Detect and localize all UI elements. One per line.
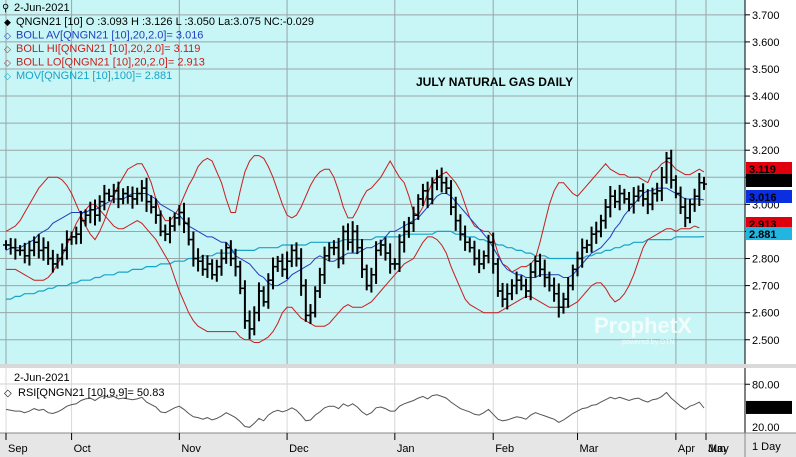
month-label: Dec <box>289 443 309 455</box>
indicator-lines <box>5 155 705 343</box>
bollinger-upper-line <box>5 155 705 273</box>
price-plot-area[interactable] <box>0 0 745 364</box>
price-tag: 3.016 <box>746 190 792 204</box>
legend-marker: ◇ <box>4 32 11 42</box>
legend-entry: BOLL AV[QNGN21 [10],20,2.0]= 3.016 <box>16 30 203 42</box>
watermark-sub: powered by DTN <box>622 339 675 346</box>
price-grid <box>0 0 745 364</box>
month-label: Oct <box>74 443 91 455</box>
legend-entry: QNGN21 [10] O :3.093 H :3.126 L :3.050 L… <box>16 16 314 28</box>
rsi-legend: RSI[QNGN21 [10],9,9]= 50.83 <box>18 387 164 399</box>
rsi-line <box>5 391 705 428</box>
price-tag: 3.075 <box>746 174 792 188</box>
price-tick-label: 3.700 <box>752 10 780 22</box>
price-tick-label: 2.600 <box>752 308 780 320</box>
price-tick-label: 2.700 <box>752 281 780 293</box>
rsi-value-tag: 50.83 <box>746 400 792 415</box>
price-tag-label: 2.881 <box>749 229 777 241</box>
moving-average-line <box>6 230 705 300</box>
price-tick-label: 2.800 <box>752 254 780 266</box>
month-label: Feb <box>495 443 514 455</box>
price-bar <box>701 176 707 190</box>
month-label: Nov <box>181 443 201 455</box>
period-label[interactable]: 1 Day <box>752 441 781 453</box>
rsi-tick-label: 80.00 <box>752 379 780 391</box>
rsi-tick-label: 20.00 <box>752 422 780 434</box>
legend-marker: ◇ <box>4 72 11 82</box>
price-legend: ⚲ 2-Jun-2021 ◆ QNGN21 [10] O :3.093 H :3.… <box>2 2 314 82</box>
date-axis[interactable] <box>0 433 796 457</box>
price-tag-bg <box>746 227 792 240</box>
price-date-label: 2-Jun-2021 <box>14 2 70 14</box>
chart-title: JULY NATURAL GAS DAILY <box>416 75 573 89</box>
month-label: Sep <box>8 443 28 455</box>
rsi-legend-marker: ◇ <box>4 388 12 399</box>
month-label: Jan <box>397 443 415 455</box>
rsi-grid <box>0 368 745 433</box>
price-tag-label: 3.016 <box>749 192 777 204</box>
bollinger-lower-line <box>6 203 700 343</box>
month-label: Jun <box>708 443 726 455</box>
rsi-plot-area[interactable] <box>0 368 745 433</box>
price-tick-label: 3.400 <box>752 91 780 103</box>
legend-entry: BOLL HI[QNGN21 [10],20,2.0]= 3.119 <box>16 43 200 55</box>
price-tag: 3.119 <box>746 162 792 176</box>
magnifier-icon[interactable]: ⚲ <box>2 3 9 14</box>
month-label: May <box>708 443 729 455</box>
price-tag-label: 3.075 <box>749 176 777 188</box>
price-tag: 2.881 <box>746 227 792 241</box>
legend-marker: ◇ <box>4 59 11 69</box>
rsi-date-label: 2-Jun-2021 <box>14 372 70 384</box>
rsi-axis-ticks: 80.00 20.00 <box>745 379 780 434</box>
price-tag-bg <box>746 190 792 203</box>
price-tick-label: 3.600 <box>752 37 780 49</box>
price-tick-label: 2.500 <box>752 335 780 347</box>
rsi-path <box>5 391 705 428</box>
price-tag-label: 3.119 <box>749 164 776 176</box>
legend-marker: ◇ <box>4 45 11 55</box>
price-tag-bg <box>746 217 792 230</box>
price-bars <box>3 149 707 340</box>
rsi-tag-bg <box>746 400 792 414</box>
month-label: Mar <box>580 443 599 455</box>
price-tick-label: 3.200 <box>752 145 780 157</box>
legend-entry: MOV[QNGN21 [10],100]= 2.881 <box>16 70 172 82</box>
rsi-axis[interactable] <box>745 368 796 433</box>
legend-entry: BOLL LO[QNGN21 [10],20,2.0]= 2.913 <box>16 57 205 69</box>
price-tag-bg <box>746 174 792 187</box>
watermark: ProphetX <box>594 313 692 338</box>
price-tick-label: 3.500 <box>752 64 780 76</box>
month-label: Apr <box>678 443 695 455</box>
price-tag-bg <box>746 162 792 175</box>
legend-marker: ◆ <box>4 18 11 28</box>
rsi-tag-label: 50.83 <box>749 403 777 415</box>
price-tick-label: 3.300 <box>752 118 780 130</box>
